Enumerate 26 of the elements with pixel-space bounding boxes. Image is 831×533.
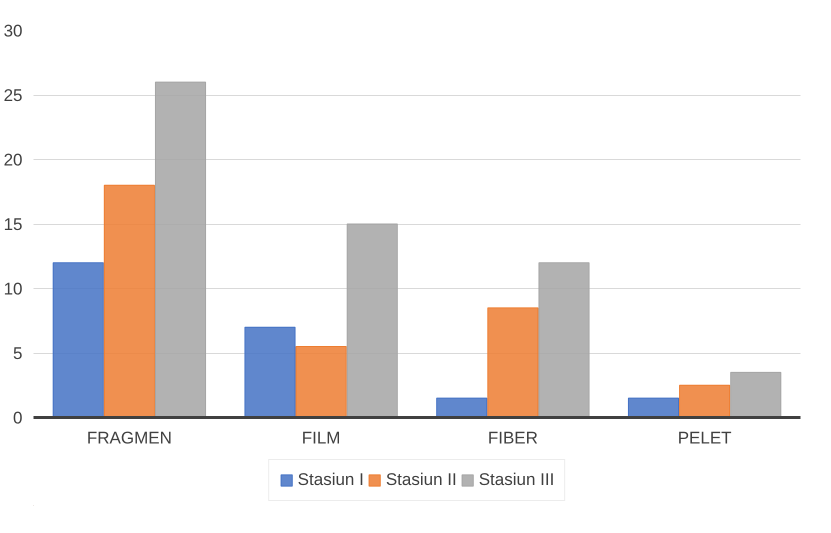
x-tick-label: FRAGMEN <box>86 428 172 448</box>
bar <box>628 398 680 418</box>
bar <box>436 398 488 418</box>
y-tick-label: 5 <box>13 344 23 363</box>
bar <box>538 262 590 418</box>
bar <box>244 326 296 418</box>
y-tick-label: 30 <box>4 22 23 40</box>
x-tick-label: FIBER <box>488 428 538 448</box>
bar <box>679 384 730 418</box>
y-tick-label: 0 <box>13 408 23 428</box>
x-tick-label: PELET <box>678 428 732 448</box>
bar <box>346 224 398 418</box>
legend-label: Stasiun II <box>386 470 457 490</box>
y-tick-label: 10 <box>4 280 23 298</box>
legend-label: Stasiun I <box>298 470 364 490</box>
y-tick-label: 25 <box>4 86 23 105</box>
legend-label: Stasiun III <box>478 470 554 490</box>
bar <box>487 307 538 418</box>
bar <box>52 262 104 418</box>
bar <box>730 372 782 418</box>
bar <box>104 184 155 418</box>
bar <box>154 82 206 418</box>
x-tick-label: FILM <box>302 428 340 448</box>
y-tick-label: 15 <box>4 215 23 234</box>
bar <box>296 346 347 418</box>
y-tick-label: 20 <box>4 150 23 170</box>
